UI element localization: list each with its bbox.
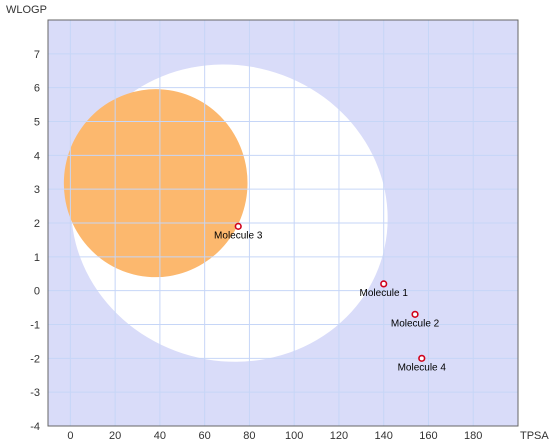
y-tick-label: 7 bbox=[34, 49, 40, 61]
point-label: Molecule 3 bbox=[214, 230, 263, 241]
x-tick-label: 80 bbox=[243, 430, 255, 442]
y-tick-label: -4 bbox=[30, 421, 40, 433]
data-point bbox=[380, 280, 388, 288]
x-tick-label: 40 bbox=[154, 430, 166, 442]
data-point bbox=[234, 222, 242, 230]
regions-layer bbox=[63, 64, 388, 362]
x-tick-label: 60 bbox=[199, 430, 211, 442]
data-point bbox=[411, 310, 419, 318]
y-tick-label: -3 bbox=[30, 387, 40, 399]
y-tick-label: -2 bbox=[30, 353, 40, 365]
y-tick-label: 3 bbox=[34, 184, 40, 196]
point-label: Molecule 4 bbox=[398, 362, 447, 373]
y-tick-label: 5 bbox=[34, 117, 40, 129]
x-tick-label: 160 bbox=[419, 430, 437, 442]
yolk-region-ellipse bbox=[63, 89, 248, 278]
y-tick-label: -1 bbox=[30, 320, 40, 332]
tick-labels: 0 20 40 60 80 100 120 140 160 180 -4 -3 -2 -1 0 1 2 3 4 5 6 7 bbox=[30, 49, 482, 442]
y-tick-label: 2 bbox=[34, 218, 40, 230]
point-label: Molecule 2 bbox=[391, 318, 440, 329]
x-tick-label: 120 bbox=[330, 430, 348, 442]
points-layer: Molecule 1 Molecule 2 Molecule 3 Molecule 4 bbox=[214, 222, 447, 373]
plot-border bbox=[47, 19, 519, 427]
y-tick-label: 6 bbox=[34, 83, 40, 95]
y-axis-title: WLOGP bbox=[6, 4, 47, 16]
data-point bbox=[418, 354, 426, 362]
x-tick-label: 20 bbox=[109, 430, 121, 442]
x-tick-label: 180 bbox=[464, 430, 482, 442]
y-tick-label: 4 bbox=[34, 150, 40, 162]
y-tick-label: 1 bbox=[34, 252, 40, 264]
x-tick-label: 100 bbox=[285, 430, 303, 442]
point-label: Molecule 1 bbox=[360, 288, 409, 299]
x-tick-label: 140 bbox=[375, 430, 393, 442]
gridlines bbox=[47, 19, 519, 427]
x-axis-title: TPSA bbox=[520, 430, 549, 442]
y-tick-label: 0 bbox=[34, 286, 40, 298]
x-tick-label: 0 bbox=[67, 430, 73, 442]
